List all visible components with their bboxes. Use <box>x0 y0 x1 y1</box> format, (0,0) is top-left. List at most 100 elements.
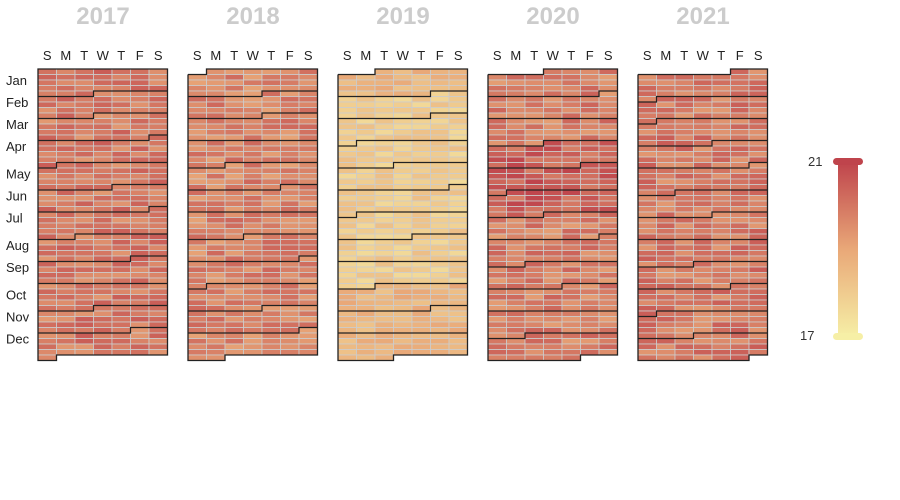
day-cell[interactable] <box>93 288 113 295</box>
day-cell[interactable] <box>448 112 468 119</box>
day-cell[interactable] <box>411 255 431 262</box>
day-cell[interactable] <box>298 233 318 240</box>
day-cell[interactable] <box>280 206 300 213</box>
day-cell[interactable] <box>374 96 394 103</box>
day-cell[interactable] <box>411 305 431 312</box>
day-cell[interactable] <box>111 145 131 152</box>
day-cell[interactable] <box>411 217 431 224</box>
day-cell[interactable] <box>374 288 394 295</box>
day-cell[interactable] <box>374 321 394 328</box>
day-cell[interactable] <box>337 134 357 141</box>
day-cell[interactable] <box>448 272 468 279</box>
day-cell[interactable] <box>543 244 563 251</box>
day-cell[interactable] <box>56 206 76 213</box>
day-cell[interactable] <box>356 272 376 279</box>
day-cell[interactable] <box>243 123 263 130</box>
day-cell[interactable] <box>730 332 750 339</box>
day-cell[interactable] <box>206 233 226 240</box>
day-cell[interactable] <box>261 255 281 262</box>
day-cell[interactable] <box>337 90 357 97</box>
day-cell[interactable] <box>243 107 263 114</box>
day-cell[interactable] <box>693 134 713 141</box>
day-cell[interactable] <box>56 140 76 147</box>
day-cell[interactable] <box>37 228 57 235</box>
day-cell[interactable] <box>393 101 413 108</box>
day-cell[interactable] <box>187 250 207 257</box>
day-cell[interactable] <box>674 250 694 257</box>
day-cell[interactable] <box>748 244 768 251</box>
day-cell[interactable] <box>598 266 618 273</box>
day-cell[interactable] <box>243 327 263 334</box>
day-cell[interactable] <box>656 327 676 334</box>
day-cell[interactable] <box>374 140 394 147</box>
day-cell[interactable] <box>693 305 713 312</box>
day-cell[interactable] <box>656 299 676 306</box>
day-cell[interactable] <box>280 162 300 169</box>
day-cell[interactable] <box>337 332 357 339</box>
day-cell[interactable] <box>580 316 600 323</box>
day-cell[interactable] <box>748 200 768 207</box>
day-cell[interactable] <box>748 316 768 323</box>
day-cell[interactable] <box>93 349 113 356</box>
day-cell[interactable] <box>580 206 600 213</box>
day-cell[interactable] <box>37 310 57 317</box>
day-cell[interactable] <box>280 173 300 180</box>
day-cell[interactable] <box>487 266 507 273</box>
day-cell[interactable] <box>448 74 468 81</box>
day-cell[interactable] <box>430 134 450 141</box>
day-cell[interactable] <box>37 206 57 213</box>
day-cell[interactable] <box>130 294 150 301</box>
day-cell[interactable] <box>411 74 431 81</box>
day-cell[interactable] <box>130 206 150 213</box>
day-cell[interactable] <box>111 112 131 119</box>
day-cell[interactable] <box>748 338 768 345</box>
day-cell[interactable] <box>224 272 244 279</box>
day-cell[interactable] <box>111 68 131 75</box>
day-cell[interactable] <box>430 266 450 273</box>
day-cell[interactable] <box>693 211 713 218</box>
day-cell[interactable] <box>37 233 57 240</box>
day-cell[interactable] <box>224 299 244 306</box>
day-cell[interactable] <box>693 239 713 246</box>
day-cell[interactable] <box>543 316 563 323</box>
day-cell[interactable] <box>730 140 750 147</box>
day-cell[interactable] <box>711 327 731 334</box>
day-cell[interactable] <box>356 90 376 97</box>
day-cell[interactable] <box>598 173 618 180</box>
day-cell[interactable] <box>298 277 318 284</box>
day-cell[interactable] <box>656 85 676 92</box>
day-cell[interactable] <box>506 112 526 119</box>
day-cell[interactable] <box>543 338 563 345</box>
day-cell[interactable] <box>224 90 244 97</box>
day-cell[interactable] <box>93 151 113 158</box>
day-cell[interactable] <box>206 261 226 268</box>
day-cell[interactable] <box>298 316 318 323</box>
day-cell[interactable] <box>430 178 450 185</box>
day-cell[interactable] <box>487 173 507 180</box>
day-cell[interactable] <box>506 74 526 81</box>
day-cell[interactable] <box>261 140 281 147</box>
day-cell[interactable] <box>637 79 657 86</box>
day-cell[interactable] <box>56 261 76 268</box>
day-cell[interactable] <box>411 288 431 295</box>
day-cell[interactable] <box>280 217 300 224</box>
day-cell[interactable] <box>561 233 581 240</box>
day-cell[interactable] <box>561 222 581 229</box>
day-cell[interactable] <box>374 112 394 119</box>
day-cell[interactable] <box>711 129 731 136</box>
day-cell[interactable] <box>148 195 168 202</box>
day-cell[interactable] <box>37 299 57 306</box>
day-cell[interactable] <box>524 255 544 262</box>
day-cell[interactable] <box>111 261 131 268</box>
day-cell[interactable] <box>711 85 731 92</box>
day-cell[interactable] <box>748 239 768 246</box>
day-cell[interactable] <box>261 200 281 207</box>
day-cell[interactable] <box>393 244 413 251</box>
day-cell[interactable] <box>356 112 376 119</box>
day-cell[interactable] <box>130 305 150 312</box>
day-cell[interactable] <box>748 74 768 81</box>
day-cell[interactable] <box>430 211 450 218</box>
day-cell[interactable] <box>598 310 618 317</box>
day-cell[interactable] <box>111 151 131 158</box>
day-cell[interactable] <box>74 305 94 312</box>
